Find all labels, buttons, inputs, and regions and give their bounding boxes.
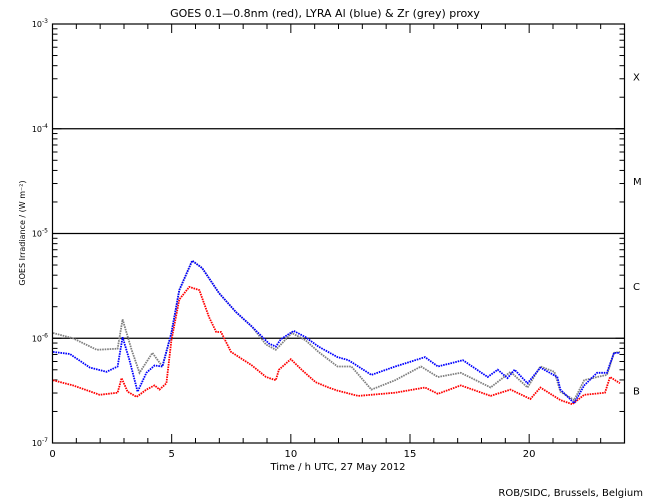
y-tick-base: 10 xyxy=(32,334,42,343)
x-tick-label: 15 xyxy=(404,449,417,460)
x-tick-label: 10 xyxy=(284,449,297,460)
axis-ticks xyxy=(52,24,625,444)
plot-frame xyxy=(51,23,626,444)
y-tick-base: 10 xyxy=(32,439,42,448)
x-axis-title: Time / h UTC, 27 May 2012 xyxy=(269,462,405,473)
flare-class-lines xyxy=(52,128,625,339)
credit-text: ROB/SIDC, Brussels, Belgium xyxy=(498,488,643,499)
series-line-lyra-zr-proxy xyxy=(52,259,621,402)
y-tick-exponent: -6 xyxy=(42,332,48,339)
flare-class-label: C xyxy=(633,282,640,293)
y-axis-title: GOES Irradiance / (W m⁻²) xyxy=(18,180,27,285)
y-tick-label: 10-3 xyxy=(32,18,48,29)
y-tick-base: 10 xyxy=(32,20,42,29)
y-tick-label: 10-6 xyxy=(32,332,48,343)
y-tick-base: 10 xyxy=(32,125,42,134)
flare-class-label: B xyxy=(633,387,640,398)
y-tick-label: 10-5 xyxy=(32,228,48,239)
x-tick-label: 20 xyxy=(523,449,536,460)
y-tick-exponent: -4 xyxy=(42,123,48,130)
series-line-lyra-al-proxy xyxy=(52,259,620,405)
y-tick-base: 10 xyxy=(32,230,42,239)
y-tick-exponent: -5 xyxy=(42,228,48,235)
flare-class-label: X xyxy=(633,72,640,83)
flare-class-label: M xyxy=(633,177,642,188)
y-tick-exponent: -7 xyxy=(42,437,48,444)
y-tick-label: 10-7 xyxy=(32,437,48,448)
chart-title: GOES 0.1—0.8nm (red), LYRA Al (blue) & Z… xyxy=(170,7,480,20)
x-tick-label: 0 xyxy=(49,449,55,460)
series-line-goes-0-1-0-8nm xyxy=(52,285,621,406)
y-tick-exponent: -3 xyxy=(42,18,48,25)
data-series xyxy=(52,259,621,406)
y-tick-label: 10-4 xyxy=(32,123,48,134)
x-tick-label: 5 xyxy=(168,449,174,460)
